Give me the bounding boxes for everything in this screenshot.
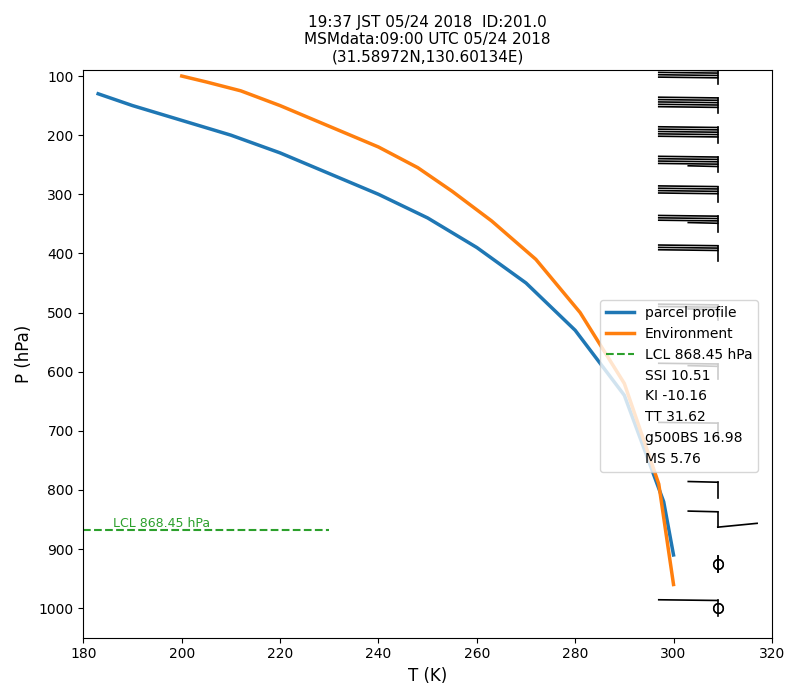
parcel profile bbox=[472, 244, 482, 252]
Environment bbox=[236, 87, 246, 95]
Text: LCL 868.45 hPa: LCL 868.45 hPa bbox=[113, 517, 210, 530]
Legend: parcel profile, Environment, LCL 868.45 hPa, SSI 10.51, KI -10.16, TT 31.62, g50: parcel profile, Environment, LCL 868.45 … bbox=[601, 300, 758, 472]
Environment bbox=[654, 480, 663, 488]
Line: parcel profile: parcel profile bbox=[98, 94, 674, 555]
parcel profile bbox=[570, 326, 580, 335]
Title: 19:37 JST 05/24 2018  ID:201.0
MSMdata:09:00 UTC 05/24 2018
(31.58972N,130.60134: 19:37 JST 05/24 2018 ID:201.0 MSMdata:09… bbox=[304, 15, 551, 65]
Environment bbox=[374, 143, 383, 151]
Environment bbox=[531, 255, 541, 263]
parcel profile bbox=[325, 169, 334, 178]
parcel profile bbox=[619, 391, 629, 400]
parcel profile bbox=[275, 148, 285, 157]
parcel profile bbox=[128, 102, 138, 110]
Environment bbox=[325, 122, 334, 130]
parcel profile bbox=[521, 279, 530, 287]
Environment bbox=[275, 102, 285, 110]
Environment bbox=[202, 78, 211, 86]
parcel profile bbox=[226, 131, 236, 139]
Environment bbox=[413, 164, 422, 172]
parcel profile bbox=[94, 90, 103, 98]
parcel profile bbox=[177, 116, 186, 125]
Environment bbox=[486, 217, 496, 225]
parcel profile bbox=[669, 551, 678, 559]
Environment bbox=[669, 580, 678, 589]
parcel profile bbox=[423, 214, 433, 222]
Environment bbox=[177, 72, 186, 80]
Y-axis label: P (hPa): P (hPa) bbox=[15, 325, 33, 383]
LCL 868.45 hPa bbox=[325, 526, 334, 535]
LCL 868.45 hPa bbox=[78, 526, 88, 535]
Environment bbox=[619, 379, 629, 388]
Line: Environment: Environment bbox=[182, 76, 674, 584]
Environment bbox=[447, 187, 457, 195]
X-axis label: T (K): T (K) bbox=[408, 667, 447, 685]
Environment bbox=[575, 308, 585, 316]
parcel profile bbox=[659, 498, 669, 506]
parcel profile bbox=[374, 190, 383, 199]
